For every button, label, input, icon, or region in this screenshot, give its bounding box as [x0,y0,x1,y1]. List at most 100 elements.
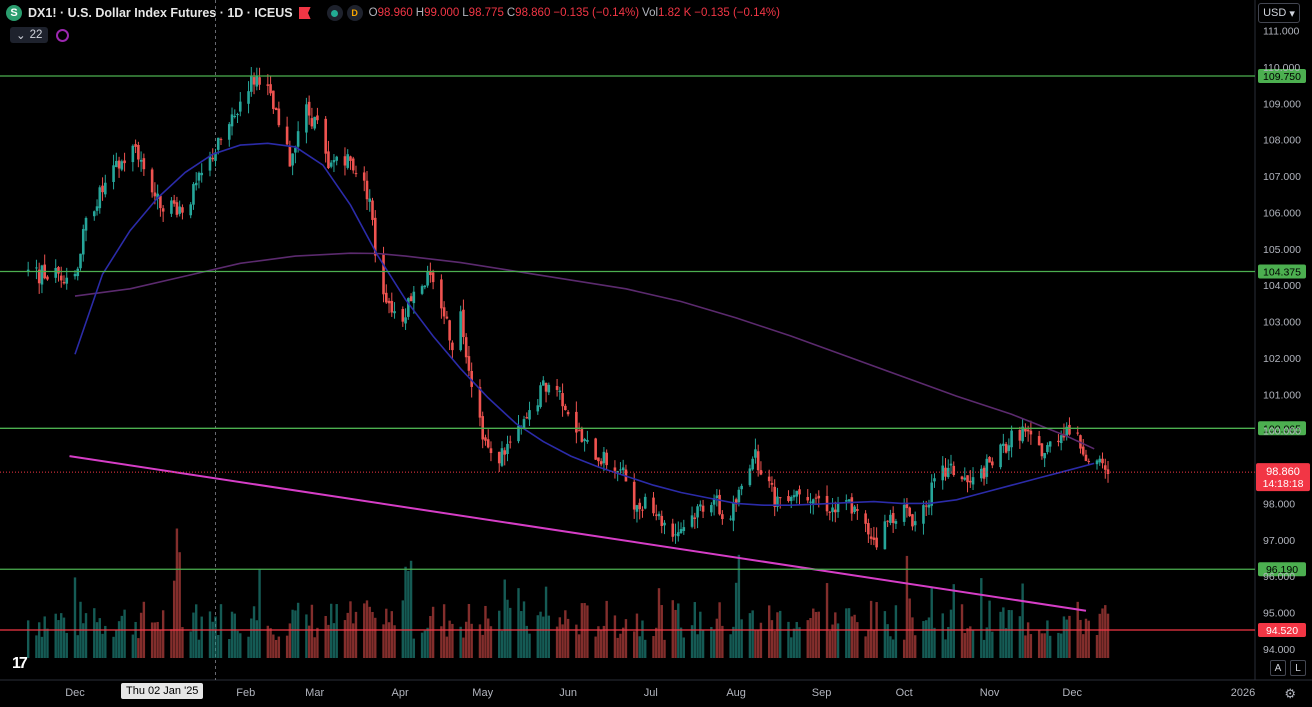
candle-body [440,279,443,309]
candle-body [699,504,702,507]
y-tick-label: 100.000 [1263,426,1301,438]
volume-bar [517,588,520,658]
market-status-icon[interactable] [326,5,343,21]
candle-body [470,370,473,387]
volume-bar [798,627,801,658]
candle-body [448,320,451,341]
candle-body [26,269,30,273]
candle-body [930,482,934,506]
candle-body [329,162,333,167]
ohlc-item: L98.775 [462,7,504,19]
candle-body [1101,458,1104,464]
indicator-ring-icon[interactable] [56,28,70,42]
volume-bar [159,629,162,658]
volume-bar [115,630,118,658]
candle-body [150,169,154,193]
volume-bar [740,619,743,658]
candle-body [894,521,898,524]
candle-body [883,521,887,550]
ohlc-item: H99.000 [415,7,460,19]
volume-bar [247,636,250,658]
candle-body [643,496,647,509]
candle-body [776,496,779,507]
volume-bar [845,608,848,658]
candle-body [462,309,465,338]
trendline [69,455,1087,612]
volume-bar [98,618,101,658]
volume-bar [305,614,308,658]
symbol-title[interactable]: DX1! · U.S. Dollar Index Futures · 1D · … [28,6,293,20]
candle-body [189,204,192,216]
volume-bar [586,605,589,658]
candle-body [486,439,490,448]
candle-body [933,478,936,482]
candle-body [536,405,540,412]
volume-bar [291,609,294,658]
volume-bar [481,634,484,658]
volume-bar [1084,618,1088,658]
auto-scale-button[interactable]: A [1270,660,1286,676]
volume-bar [847,608,851,658]
candle-body [1098,458,1102,463]
ohlc-item: O98.960 [368,7,413,19]
candle-body [586,439,589,442]
candle-body [850,497,854,514]
volume-bar [54,613,57,658]
currency-select[interactable]: USD ▾ [1258,3,1300,23]
candle-body [1106,469,1110,474]
indicators-toggle-button[interactable]: ⌄ 22 [10,27,49,43]
candle-body [211,157,215,160]
crosshair-date-label: Thu 02 Jan '25 [121,683,204,699]
candle-body [194,182,198,186]
gear-icon[interactable]: ⚙ [1284,686,1296,701]
volume-bar [285,635,289,658]
candle-body [889,514,892,523]
candle-body [522,419,526,429]
candle-body [316,115,319,121]
candle-body [159,195,162,209]
volume-bar [484,605,487,658]
volume-bar [985,627,989,658]
candle-body [721,514,724,520]
candle-body [156,193,159,199]
y-tick-label: 96.000 [1263,571,1295,583]
volume-bar [770,620,774,658]
volume-bar [250,618,253,658]
candle-body [332,160,336,163]
candle-body [1084,454,1088,461]
volume-bar [393,625,396,658]
volume-bar [448,620,451,658]
candle-body [787,496,790,502]
candle-body [178,206,181,214]
currency-label: USD [1263,7,1287,19]
candle-body [836,502,840,513]
volume-bar [1095,635,1099,658]
volume-bar [850,616,854,658]
candle-body [214,152,217,161]
volume-bar [219,604,223,658]
volume-bar [1065,619,1068,658]
candle-body [423,285,427,288]
delayed-data-icon[interactable]: D [346,5,363,21]
tradingview-logo-icon[interactable]: 17 [12,655,28,672]
candle-body [247,91,250,104]
candle-body [409,296,413,302]
candle-body [1037,436,1041,446]
volume-bar [1004,628,1008,658]
level-label: 94.520 [1266,625,1298,637]
volume-bar [401,600,405,658]
log-scale-button[interactable]: L [1290,660,1306,676]
volume-bar [602,625,606,658]
volume-bar [792,628,796,658]
volume-bar [294,610,297,658]
candle-body [517,425,520,442]
volume-bar [252,606,256,658]
candle-body [230,114,234,127]
candle-body [404,317,407,324]
flag-icon[interactable] [298,7,311,19]
candle-body [390,300,394,313]
candle-body [288,146,292,167]
candle-body [792,495,796,498]
